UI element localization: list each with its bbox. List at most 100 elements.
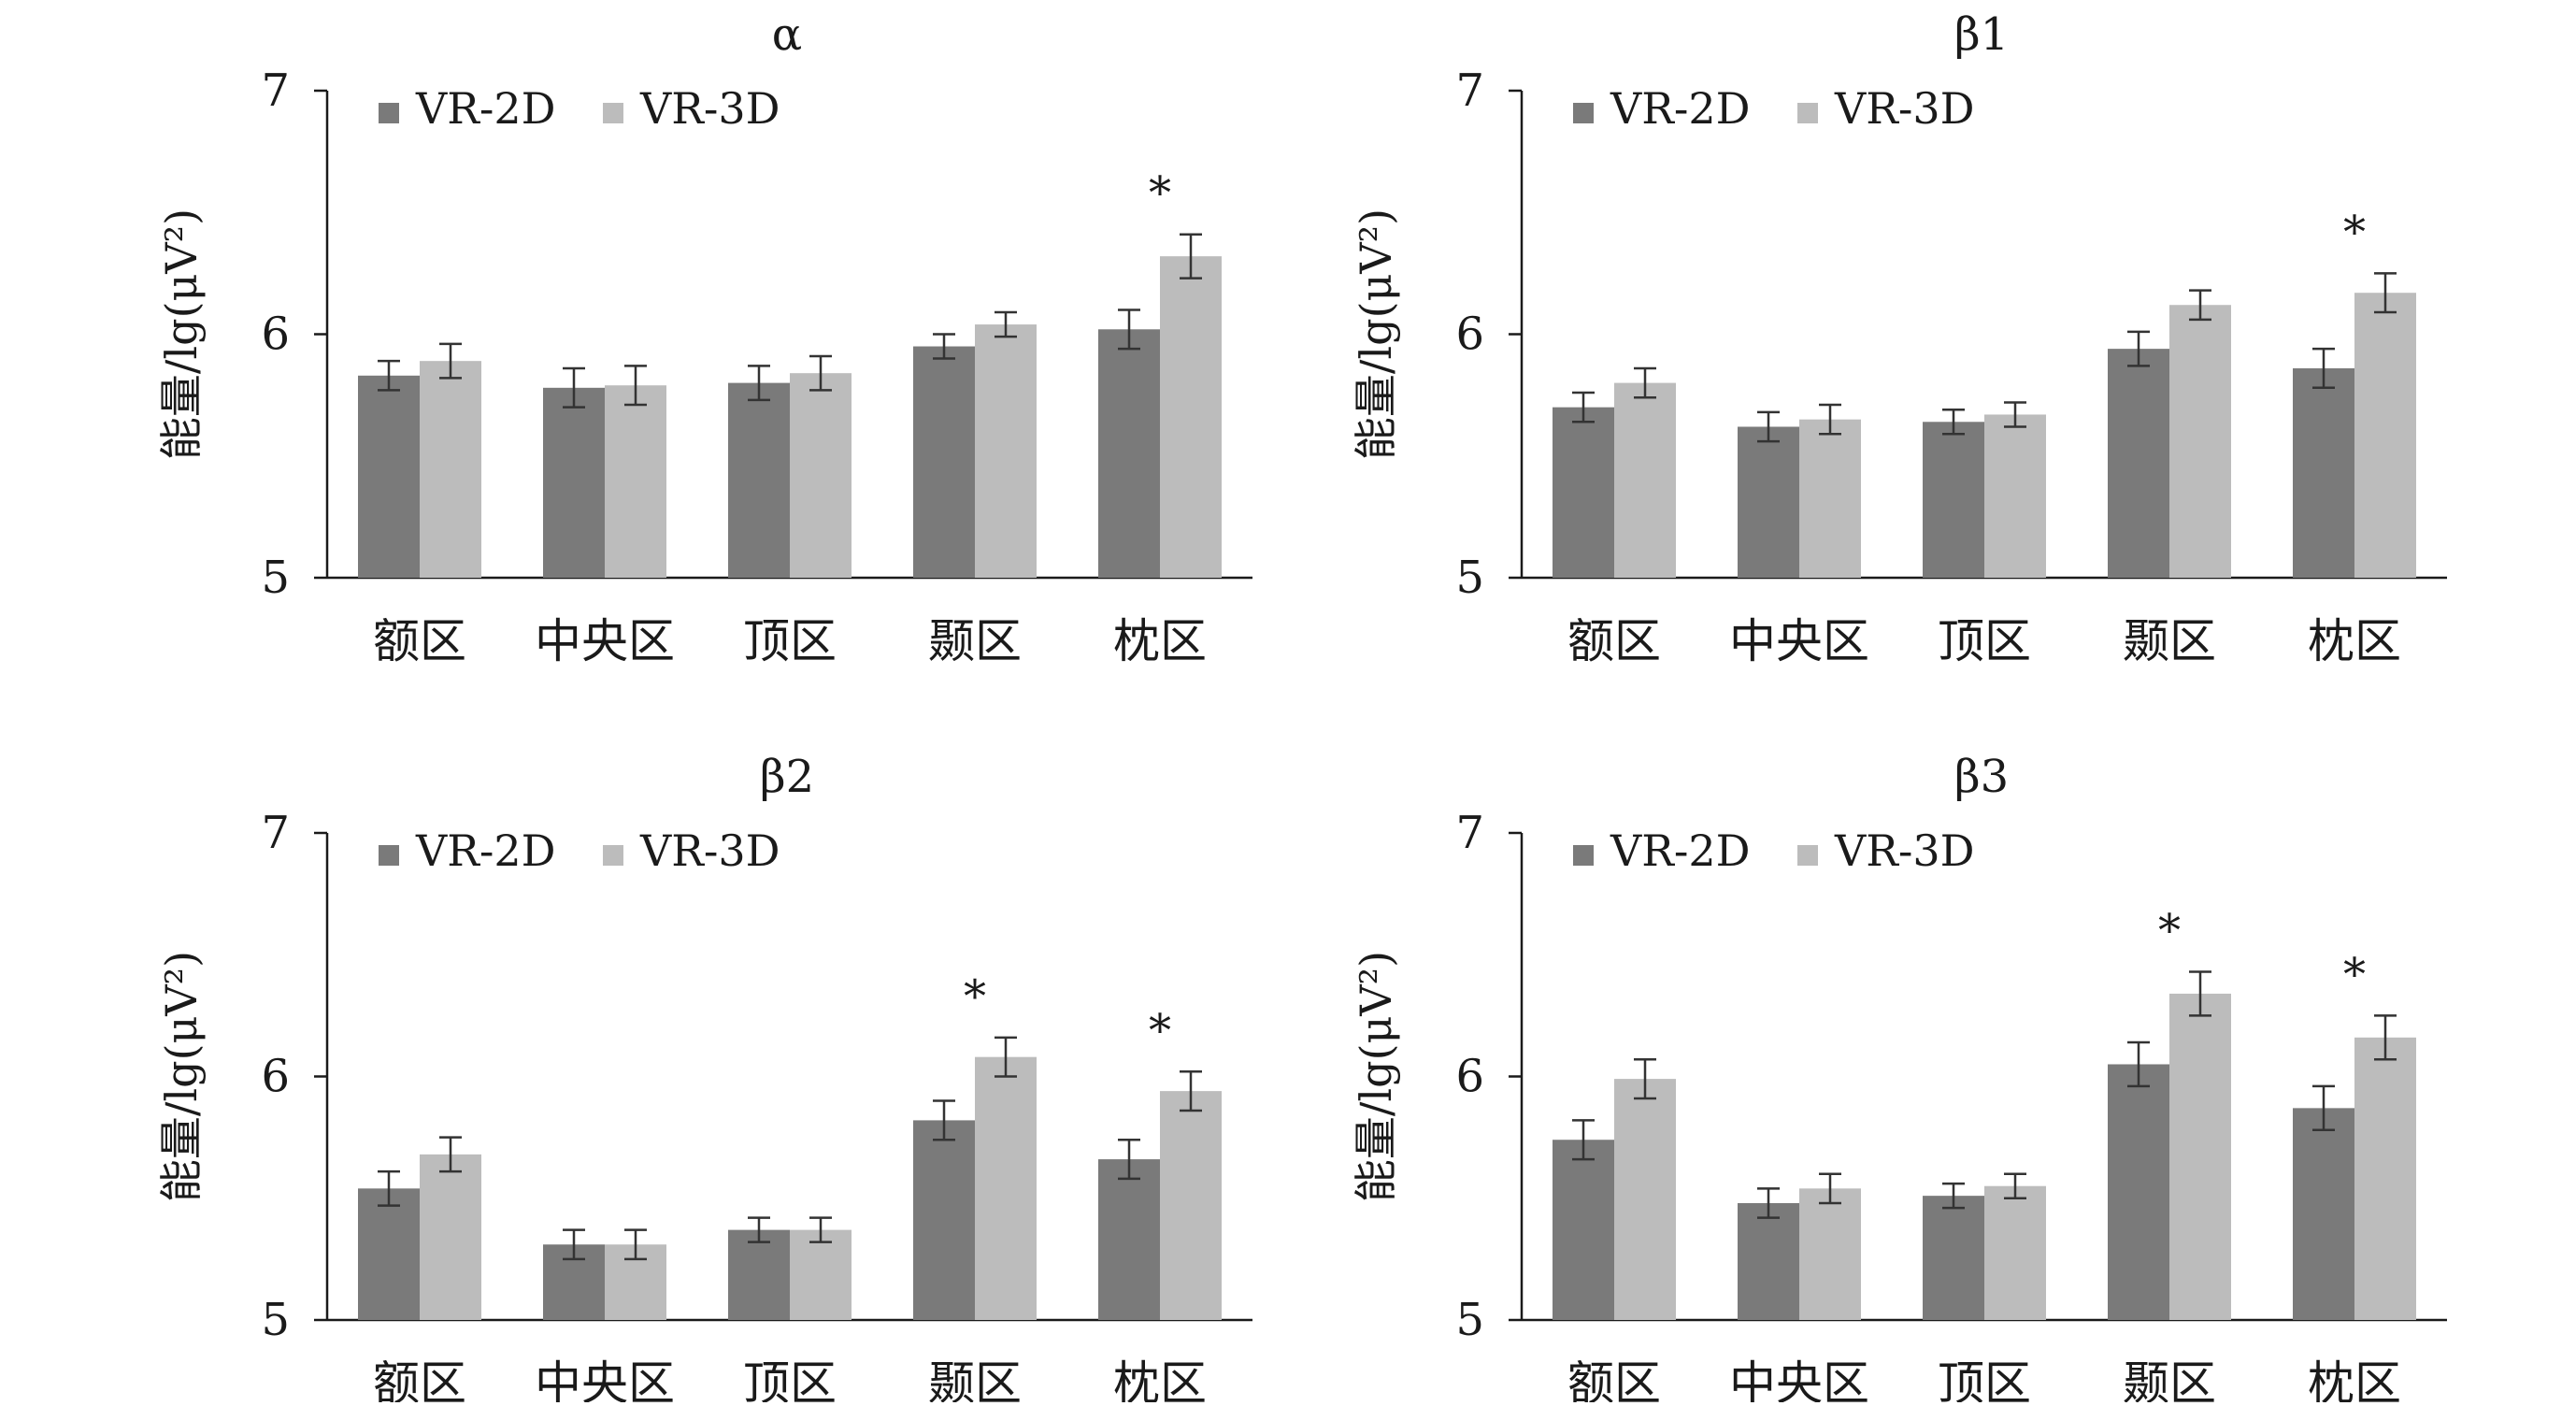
bar-vr3d <box>1614 382 1676 578</box>
bar-vr2d <box>358 1188 420 1320</box>
chart-title: α <box>772 8 802 61</box>
y-axis-label: 能量/lg(μV²) <box>1351 208 1401 460</box>
legend-swatch-vr3d <box>1797 845 1818 866</box>
legend-label: VR-3D <box>639 825 780 876</box>
bar-vr3d <box>1984 1185 2046 1320</box>
x-tick-label: 中央区 <box>1729 1356 1869 1402</box>
y-tick-label: 7 <box>261 807 290 859</box>
chart-title: β2 <box>760 751 814 803</box>
x-tick-label: 额区 <box>373 614 466 668</box>
bar-vr3d <box>975 1056 1037 1320</box>
significance-mark: * <box>964 970 986 1023</box>
legend-swatch-vr2d <box>379 103 399 123</box>
legend-swatch-vr3d <box>1797 103 1818 123</box>
bar-vr2d <box>1923 422 1984 578</box>
bar-vr2d <box>1098 329 1160 578</box>
y-axis-label: 能量/lg(μV²) <box>1351 951 1401 1202</box>
significance-mark: * <box>2343 948 2366 1000</box>
bar-vr3d <box>2169 993 2231 1320</box>
bar-vr3d <box>1799 419 1861 578</box>
x-tick-label: 顶区 <box>743 1356 837 1402</box>
bar-vr2d <box>2108 349 2169 578</box>
bar-vr2d <box>1098 1159 1160 1320</box>
y-tick-label: 6 <box>1455 308 1484 361</box>
bar-vr2d <box>1923 1196 1984 1320</box>
y-tick-label: 6 <box>1455 1051 1484 1103</box>
chart-panel-3: β2 5 6 7 能量/lg(μV²) 额区 中央区 顶区 颞区 * 枕区 * VR-2D VR-3D <box>156 751 1252 1406</box>
y-axis-label: 能量/lg(μV²) <box>156 208 207 460</box>
legend-swatch-vr2d <box>379 845 399 866</box>
bar-vr2d <box>2293 367 2354 578</box>
y-axis-label: 能量/lg(μV²) <box>156 951 207 1202</box>
bar-vr3d <box>790 1229 852 1320</box>
legend-swatch-vr3d <box>603 845 623 866</box>
x-tick-label: 额区 <box>373 1356 466 1402</box>
x-tick-label: 枕区 <box>2308 614 2401 668</box>
legend-label: VR-3D <box>1834 83 1975 134</box>
legend-label: VR-2D <box>1610 83 1751 134</box>
x-tick-label: 枕区 <box>1113 614 1207 668</box>
significance-mark: * <box>2343 206 2366 258</box>
x-tick-label: 顶区 <box>1938 1356 2031 1402</box>
legend-swatch-vr3d <box>603 103 623 123</box>
chart-panel-1: α 5 6 7 能量/lg(μV²) 额区 中央区 顶区 颞区 枕区 * VR-2D VR-3D <box>156 8 1252 668</box>
bar-vr3d <box>1984 414 2046 578</box>
legend-label: VR-2D <box>415 83 556 134</box>
x-tick-label: 中央区 <box>535 614 675 668</box>
y-tick-label: 7 <box>1455 65 1484 117</box>
x-tick-label: 中央区 <box>535 1356 675 1402</box>
bar-vr3d <box>1614 1079 1676 1320</box>
legend-label: VR-3D <box>639 83 780 134</box>
bar-vr3d <box>420 1154 481 1320</box>
bar-vr2d <box>1738 426 1799 578</box>
y-tick-label: 7 <box>1455 807 1484 859</box>
bar-vr3d <box>2354 293 2416 578</box>
x-tick-label: 颞区 <box>2123 614 2216 668</box>
bar-vr2d <box>913 346 975 578</box>
x-tick-label: 额区 <box>1567 614 1661 668</box>
bar-vr3d <box>1799 1188 1861 1320</box>
legend-swatch-vr2d <box>1573 845 1594 866</box>
bar-vr3d <box>1160 256 1222 578</box>
x-tick-label: 枕区 <box>1113 1356 1207 1402</box>
bar-vr3d <box>605 385 666 578</box>
bar-vr2d <box>358 375 420 578</box>
bar-vr2d <box>1738 1202 1799 1320</box>
x-tick-label: 额区 <box>1567 1356 1661 1402</box>
chart-title: β1 <box>1954 8 2009 61</box>
bar-vr3d <box>790 373 852 578</box>
bar-vr3d <box>975 324 1037 578</box>
bar-vr2d <box>728 1229 790 1320</box>
chart-title: β3 <box>1954 751 2009 803</box>
x-tick-label: 枕区 <box>2308 1356 2401 1402</box>
bar-vr3d <box>1160 1091 1222 1320</box>
x-tick-label: 颞区 <box>928 614 1022 668</box>
chart-panel-2: β1 5 6 7 能量/lg(μV²) 额区 中央区 顶区 颞区 枕区 * VR-2D VR-3D <box>1351 8 2447 668</box>
y-tick-label: 5 <box>261 1294 290 1346</box>
chart-panel-4: β3 5 6 7 能量/lg(μV²) 额区 中央区 顶区 颞区 * 枕区 * VR-2D VR-3D <box>1351 751 2447 1406</box>
bar-vr2d <box>728 382 790 578</box>
legend-label: VR-2D <box>1610 825 1751 876</box>
bar-vr2d <box>543 387 605 578</box>
bar-vr2d <box>1553 407 1614 578</box>
bar-vr3d <box>420 361 481 578</box>
significance-mark: * <box>2158 904 2181 956</box>
bar-vr2d <box>913 1120 975 1320</box>
bar-vr2d <box>2293 1108 2354 1320</box>
legend-label: VR-3D <box>1834 825 1975 876</box>
x-tick-label: 顶区 <box>1938 614 2031 668</box>
significance-mark: * <box>1149 167 1171 220</box>
bar-vr3d <box>2354 1037 2416 1320</box>
bar-vr3d <box>2169 305 2231 578</box>
y-tick-label: 6 <box>261 308 290 361</box>
bar-vr2d <box>2108 1064 2169 1320</box>
y-tick-label: 5 <box>1455 552 1484 604</box>
x-tick-label: 颞区 <box>928 1356 1022 1402</box>
bar-vr2d <box>1553 1140 1614 1320</box>
y-tick-label: 7 <box>261 65 290 117</box>
legend-label: VR-2D <box>415 825 556 876</box>
y-tick-label: 6 <box>261 1051 290 1103</box>
x-tick-label: 颞区 <box>2123 1356 2216 1402</box>
